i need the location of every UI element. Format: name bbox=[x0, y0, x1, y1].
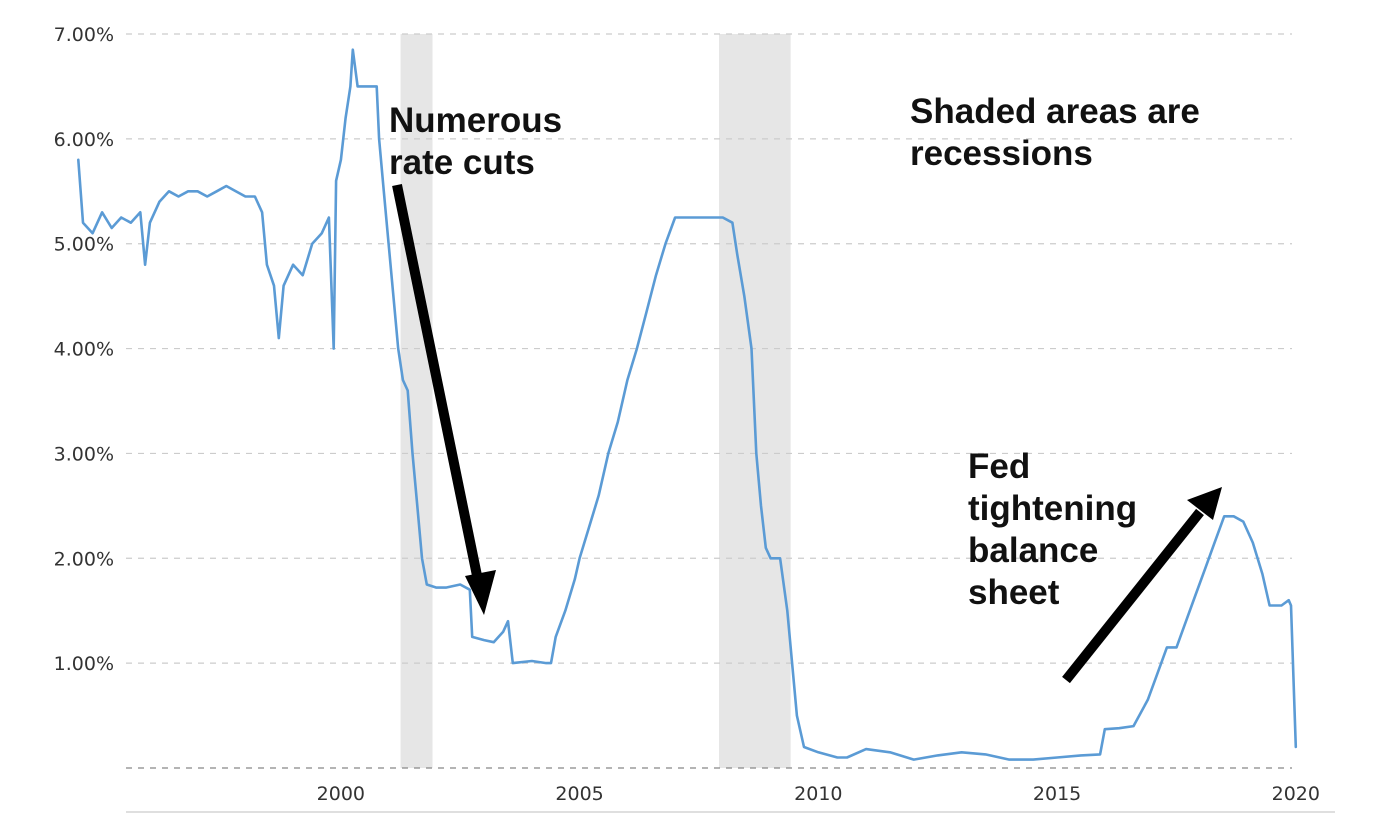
y-tick-label: 3.00% bbox=[54, 443, 114, 465]
rate-cuts-arrow bbox=[392, 183, 487, 602]
arrow-layer bbox=[392, 183, 1222, 684]
y-tick-label: 1.00% bbox=[54, 653, 114, 675]
x-tick-label: 2010 bbox=[794, 783, 842, 805]
fed-tightening-arrow bbox=[1062, 508, 1204, 684]
x-tick-label: 2015 bbox=[1033, 783, 1081, 805]
fed-tightening-arrowhead bbox=[1187, 487, 1222, 520]
recession-band-1 bbox=[400, 34, 433, 768]
rate-cuts-arrowhead bbox=[465, 570, 496, 615]
y-tick-label: 5.00% bbox=[54, 234, 114, 256]
x-tick-label: 2000 bbox=[317, 783, 365, 805]
annotation-fed-tightening: Fed tightening balance sheet bbox=[968, 447, 1138, 612]
annotation-rate-cuts: Numerous rate cuts bbox=[389, 101, 563, 182]
x-tick-label: 2020 bbox=[1272, 783, 1320, 805]
annotation-recessions: Shaded areas are recessions bbox=[910, 92, 1200, 173]
grid-layer bbox=[126, 33, 1292, 664]
y-tick-label: 7.00% bbox=[54, 24, 114, 46]
series-line-1 bbox=[77, 48, 1298, 761]
y-tick-label: 2.00% bbox=[54, 548, 114, 570]
series-layer bbox=[77, 48, 1298, 761]
y-tick-label: 4.00% bbox=[54, 339, 114, 361]
x-tick-label: 2005 bbox=[555, 783, 603, 805]
axis-layer: 1.00% 2.00% 3.00% 4.00% 5.00% 6.00% 7.00% 2000 2… bbox=[54, 24, 1335, 813]
y-tick-label: 6.00% bbox=[54, 129, 114, 151]
